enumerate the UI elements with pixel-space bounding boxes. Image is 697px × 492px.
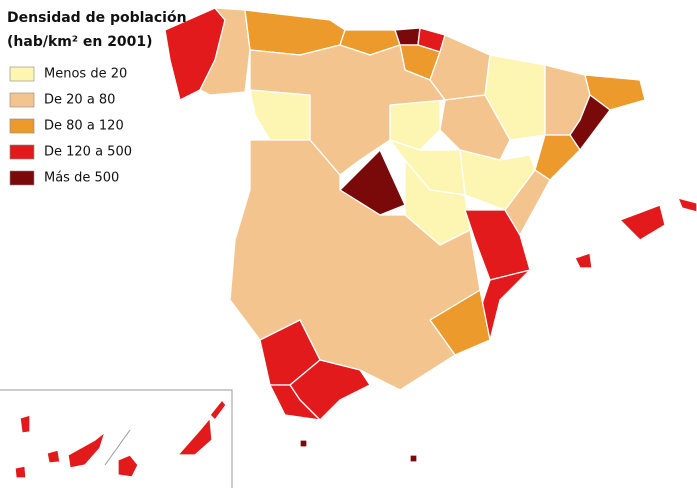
- legend-label: Más de 500: [44, 171, 119, 186]
- province: [269, 384, 321, 421]
- legend-label: De 120 a 500: [44, 145, 132, 160]
- province: [229, 139, 481, 391]
- legend-swatch: [9, 92, 35, 108]
- provinces: [164, 7, 697, 463]
- province: [504, 169, 551, 236]
- province: [249, 44, 446, 176]
- subtitle: (hab/km² en 2001): [7, 34, 153, 50]
- legend-swatch: [9, 170, 35, 186]
- province: [177, 417, 213, 456]
- province: [46, 449, 61, 464]
- province: [117, 454, 139, 478]
- province: [209, 399, 227, 421]
- legend-swatch: [9, 66, 35, 82]
- province: [394, 27, 421, 46]
- province: [619, 204, 666, 241]
- province: [67, 431, 106, 469]
- legend-label: Menos de 20: [44, 67, 127, 82]
- inset-frame: [0, 389, 233, 488]
- province: [584, 74, 646, 111]
- province: [484, 54, 546, 141]
- province: [534, 134, 581, 181]
- legend-swatch: [9, 144, 35, 160]
- canary-islands: [14, 399, 227, 479]
- province: [574, 252, 593, 269]
- province: [249, 89, 311, 141]
- inset-divider: [104, 429, 131, 466]
- legend-swatch: [9, 118, 35, 134]
- legend-label: De 20 a 80: [44, 93, 115, 108]
- province: [677, 197, 697, 213]
- province: [19, 414, 31, 434]
- legend: Menos de 20 De 20 a 80 De 80 a 120 De 120 a…: [9, 66, 132, 186]
- province: [409, 454, 418, 463]
- legend-label: De 80 a 120: [44, 119, 124, 134]
- title: Densidad de población: [7, 10, 187, 26]
- province: [299, 439, 308, 448]
- province: [14, 465, 27, 479]
